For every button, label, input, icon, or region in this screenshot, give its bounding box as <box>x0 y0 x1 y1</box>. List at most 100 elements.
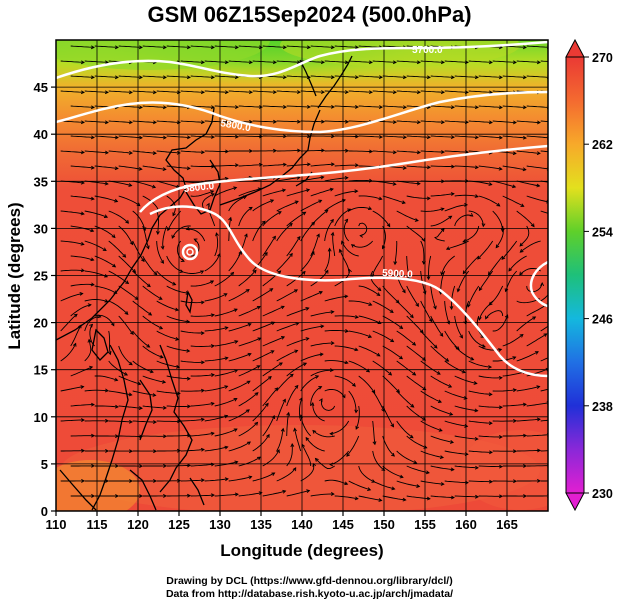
streamline-460 <box>286 362 307 377</box>
streamline-27 <box>228 60 253 63</box>
streamline-545 <box>346 435 360 457</box>
streamline-arrow-436 <box>224 356 229 361</box>
streamline-481 <box>300 375 319 392</box>
streamline-arrow-210 <box>210 190 215 194</box>
streamline-arrow-533 <box>90 433 96 438</box>
streamline-arrow-170 <box>234 163 239 168</box>
streamline-arrow-318 <box>327 247 332 252</box>
streamline-arrow-9 <box>306 45 311 50</box>
streamline-560 <box>228 441 251 452</box>
streamline-arrow-540 <box>254 421 259 426</box>
streamline-arrow-219 <box>426 196 431 201</box>
streamline-arrow-407 <box>504 314 509 319</box>
streamline-arrow-307 <box>80 268 85 273</box>
streamline-408 <box>516 316 536 332</box>
streamline-arrow-422 <box>376 352 381 357</box>
streamline-572 <box>516 449 541 452</box>
streamline-69 <box>252 90 277 93</box>
streamline-arrow-328 <box>90 282 95 287</box>
streamline-arrow-509 <box>498 405 503 410</box>
streamline-378 <box>286 307 309 317</box>
streamline-363 <box>420 300 433 322</box>
streamline-369 <box>70 304 92 317</box>
streamline-arrow-206 <box>114 198 119 203</box>
streamline-581 <box>238 456 261 467</box>
streamline-arrow-141 <box>522 135 527 140</box>
streamline-39 <box>516 60 541 63</box>
streamline-arrow-524 <box>329 431 334 436</box>
streamline-409 <box>540 325 548 332</box>
streamline-91 <box>286 105 311 108</box>
streamline-arrow-525 <box>372 441 377 446</box>
streamline-arrow-82 <box>90 105 95 110</box>
streamline-145 <box>108 150 133 154</box>
streamline-215 <box>310 188 334 197</box>
streamline-arrow-420 <box>330 341 335 345</box>
streamline-235 <box>300 199 322 212</box>
streamline-434 <box>156 360 180 368</box>
streamline-arrow-350 <box>124 311 129 315</box>
streamline-arrow-239 <box>414 218 419 222</box>
streamline-340 <box>358 285 380 296</box>
streamline-arrow-306 <box>508 267 513 272</box>
streamline-253 <box>238 207 253 227</box>
streamline-arrow-31 <box>344 60 349 65</box>
streamline-70 <box>276 90 301 93</box>
streamline-arrow-63 <box>128 90 133 95</box>
streamline-arrow-513 <box>104 418 110 423</box>
streamline-67 <box>204 90 229 93</box>
streamline-arrow-158 <box>440 150 445 154</box>
streamline-arrow-38 <box>512 60 517 65</box>
streamline-281 <box>420 240 425 264</box>
streamline-arrow-263 <box>462 239 467 243</box>
streamline-441 <box>324 360 348 364</box>
streamline-104 <box>108 120 133 123</box>
streamline-arrow-445 <box>436 371 441 375</box>
streamline-355 <box>228 289 250 302</box>
streamline-arrow-49 <box>282 75 287 80</box>
streamline-arrow-181 <box>498 166 503 171</box>
streamline-110 <box>252 120 277 123</box>
streamline-450 <box>540 357 548 362</box>
streamline-547 <box>406 435 427 449</box>
streamline-280 <box>394 240 398 265</box>
streamline-97 <box>430 105 455 108</box>
streamline-arrow-262 <box>469 213 474 217</box>
streamline-227 <box>108 210 129 224</box>
streamline-38 <box>492 60 517 63</box>
streamline-9 <box>286 45 311 48</box>
streamline-arrow-626 <box>354 496 359 501</box>
streamline-arrow-147 <box>176 150 181 155</box>
streamline-205 <box>70 195 94 200</box>
streamline-507 <box>430 405 453 416</box>
streamline-414 <box>166 345 190 352</box>
streamline-arrow-329 <box>113 290 118 294</box>
streamline-82 <box>70 105 95 108</box>
streamline-611 <box>468 480 493 483</box>
streamline-563 <box>294 428 302 452</box>
streamline-527 <box>420 420 443 432</box>
streamline-arrow-453 <box>137 381 142 386</box>
x-tick-label-9: 155 <box>414 517 436 532</box>
streamline-444 <box>396 360 416 376</box>
streamline-arrow-537 <box>186 433 192 438</box>
streamline-310 <box>132 270 151 287</box>
streamline-167 <box>142 165 166 170</box>
streamline-165 <box>94 165 118 169</box>
streamline-arrow-517 <box>200 417 205 422</box>
streamline-arrow-247 <box>111 234 116 239</box>
streamline-384 <box>430 315 444 337</box>
x-tick-label-1: 115 <box>87 517 108 532</box>
streamline-arrow-294 <box>244 233 248 238</box>
streamline-140 <box>478 135 503 139</box>
x-tick-label-10: 160 <box>455 517 477 532</box>
streamline-arrow-451 <box>89 365 94 370</box>
streamline-arrow-286 <box>519 248 524 253</box>
streamline-342 <box>406 285 419 307</box>
streamline-arrow-437 <box>247 352 252 357</box>
streamline-arrow-221 <box>474 194 479 198</box>
streamline-arrow-165 <box>114 166 119 171</box>
streamline-arrow-70 <box>296 90 301 95</box>
streamline-arrow-297 <box>316 233 320 238</box>
